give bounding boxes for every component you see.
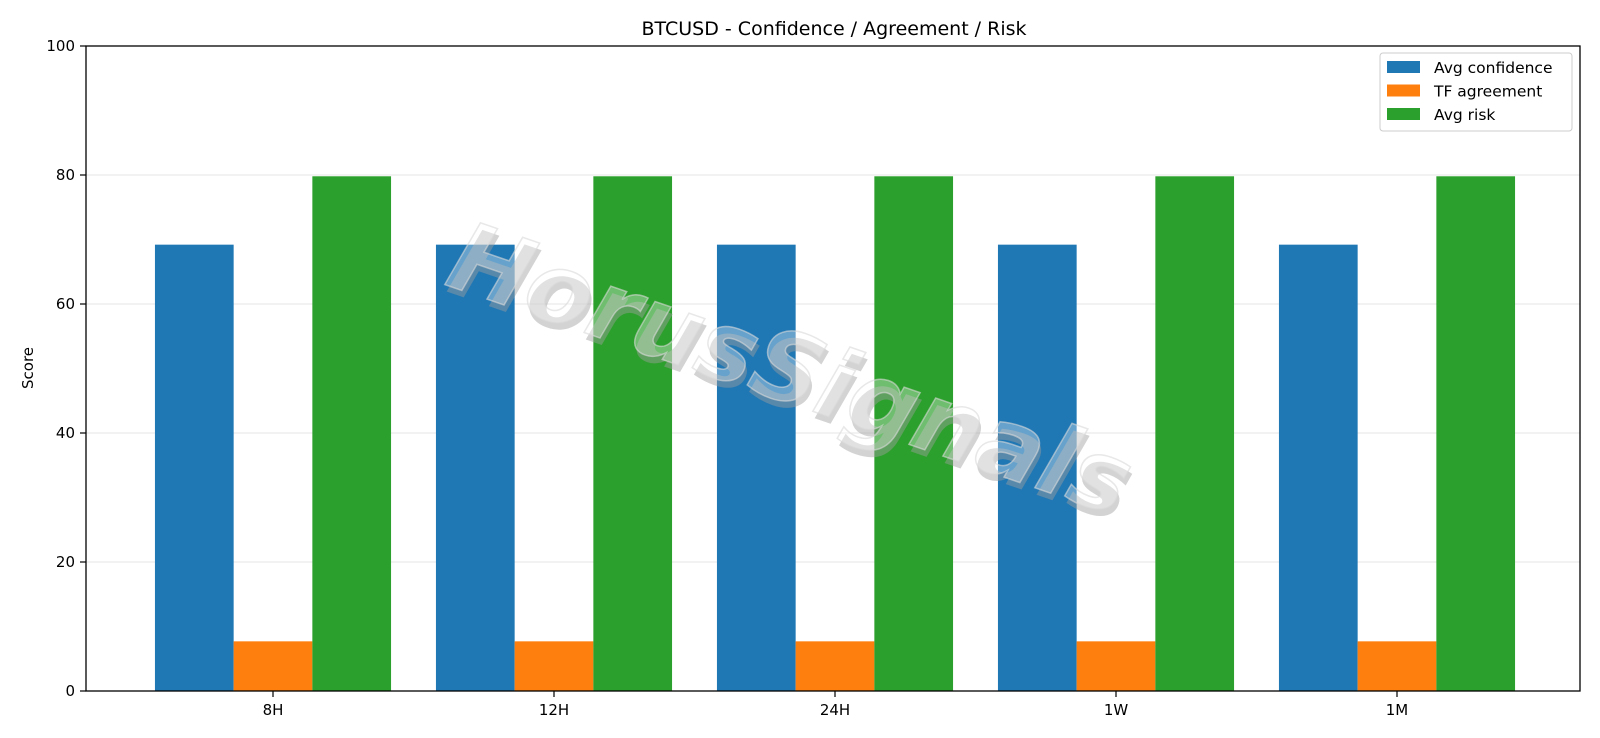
bar-tf-agreement bbox=[795, 641, 875, 691]
y-tick-label: 80 bbox=[56, 166, 75, 184]
legend-entry: Avg confidence bbox=[1434, 59, 1552, 77]
x-tick-label: 1W bbox=[1104, 701, 1129, 719]
legend: Avg confidence TF agreement Avg risk bbox=[1379, 52, 1573, 132]
x-tick-label: 12H bbox=[539, 701, 569, 719]
y-tick-label: 0 bbox=[65, 682, 75, 700]
bar-avg-risk bbox=[1436, 176, 1516, 692]
bar-avg-confidence bbox=[154, 244, 234, 691]
plot-frame bbox=[85, 45, 1581, 692]
bar-avg-risk bbox=[1155, 176, 1235, 692]
chart-title: BTCUSD - Confidence / Agreement / Risk bbox=[641, 18, 1026, 40]
bar-tf-agreement bbox=[1357, 641, 1437, 691]
legend-swatch bbox=[1387, 84, 1420, 97]
y-tick-label: 100 bbox=[46, 37, 75, 55]
bar-avg-confidence bbox=[435, 244, 515, 691]
legend-entry: TF agreement bbox=[1433, 83, 1542, 101]
x-tick-label: 24H bbox=[820, 701, 850, 719]
bar-avg-risk bbox=[874, 176, 954, 692]
x-tick-label: 1M bbox=[1386, 701, 1409, 719]
y-tick-label: 60 bbox=[56, 295, 75, 313]
y-tick-label: 20 bbox=[56, 553, 75, 571]
bar-avg-risk bbox=[312, 176, 392, 692]
bar-avg-confidence bbox=[1278, 244, 1358, 691]
bar-tf-agreement bbox=[514, 641, 594, 691]
y-axis-label: Score bbox=[19, 347, 37, 389]
bar-tf-agreement bbox=[1076, 641, 1156, 691]
bar-avg-confidence bbox=[997, 244, 1077, 691]
bar-avg-confidence bbox=[716, 244, 796, 691]
bar-tf-agreement bbox=[233, 641, 313, 691]
y-tick-label: 40 bbox=[56, 424, 75, 442]
legend-swatch bbox=[1387, 61, 1420, 73]
legend-swatch bbox=[1387, 108, 1420, 120]
legend-entry: Avg risk bbox=[1434, 106, 1495, 124]
x-tick-label: 8H bbox=[263, 701, 284, 719]
bars bbox=[154, 176, 1516, 692]
legend-box bbox=[1379, 52, 1573, 132]
bar-avg-risk bbox=[593, 176, 673, 692]
y-axis: 0 20 40 60 80 100 bbox=[46, 37, 86, 700]
x-axis: 8H 12H 24H 1W 1M bbox=[263, 691, 1409, 719]
